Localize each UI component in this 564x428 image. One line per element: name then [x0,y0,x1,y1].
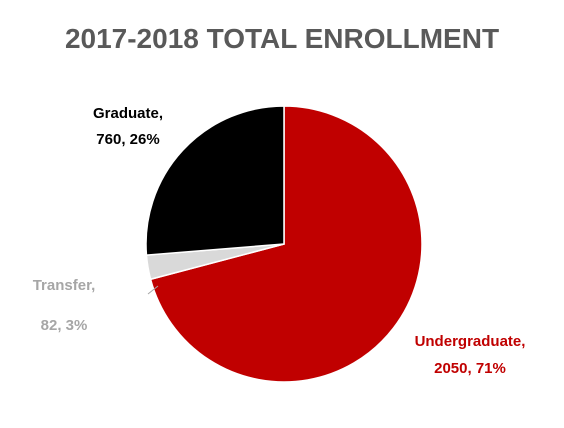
transfer-leader-line [147,285,159,295]
graduate-label-value: 760, 26% [96,131,159,148]
graduate-label-name: Graduate, [93,105,163,122]
undergraduate-label-name: Undergraduate, [415,333,526,350]
chart-title: 2017-2018 TOTAL ENROLLMENT [65,23,499,54]
transfer-label-name: Transfer, [33,277,96,294]
pie-slice-undergraduate [149,105,423,383]
transfer-label-value: 82, 3% [41,317,88,334]
pie-slices [145,105,423,383]
undergraduate-label-value: 2050, 71% [434,360,506,377]
pie-slice-graduate [145,105,285,256]
